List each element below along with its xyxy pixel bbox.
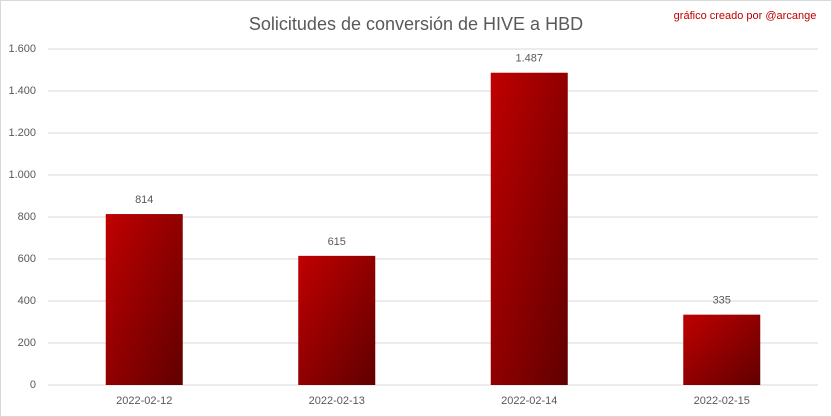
- y-tick-label: 400: [18, 295, 36, 307]
- y-tick-label: 1.600: [8, 43, 36, 55]
- data-label: 1.487: [515, 53, 543, 65]
- data-label: 814: [135, 194, 153, 206]
- y-tick-label: 1.000: [8, 169, 36, 181]
- y-tick-label: 1.200: [8, 127, 36, 139]
- data-label: 615: [328, 236, 346, 248]
- x-tick-label: 2022-02-14: [501, 395, 557, 407]
- x-tick-label: 2022-02-13: [309, 395, 365, 407]
- annotation: gráfico creado por @arcange: [674, 10, 817, 22]
- data-label: 335: [713, 295, 731, 307]
- bar: [298, 255, 376, 385]
- y-tick-label: 600: [18, 253, 36, 265]
- bar: [105, 214, 183, 385]
- y-tick-label: 800: [18, 211, 36, 223]
- chart-title: Solicitudes de conversión de HIVE a HBD: [249, 14, 583, 34]
- y-tick-label: 1.400: [8, 85, 36, 97]
- bar: [490, 72, 568, 385]
- x-tick-label: 2022-02-15: [694, 395, 750, 407]
- y-tick-label: 200: [18, 337, 36, 349]
- y-tick-label: 0: [30, 379, 36, 391]
- x-tick-label: 2022-02-12: [116, 395, 172, 407]
- bar: [683, 314, 761, 385]
